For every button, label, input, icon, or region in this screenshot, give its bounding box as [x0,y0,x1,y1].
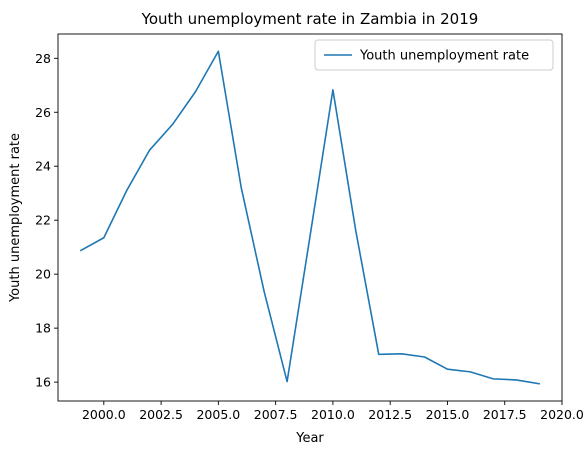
x-tick-label: 2020.0 [540,407,584,422]
legend: Youth unemployment rate [314,39,554,71]
chart-title: Youth unemployment rate in Zambia in 201… [141,10,479,28]
x-axis-label: Year [295,431,324,446]
y-tick-label: 22 [35,213,51,228]
y-tick-label: 16 [35,375,51,390]
y-tick-label: 26 [35,105,51,120]
y-axis-label: Youth unemployment rate [8,133,23,303]
x-tick-label: 2005.0 [196,407,240,422]
plot-frame [57,33,563,402]
x-tick-label: 2007.5 [254,407,298,422]
plot-layer: 2000.0 2002.5 2005.0 2007.5 2010.0 2012.5 2015… [35,33,584,422]
x-tick-label: 2017.5 [483,407,527,422]
x-tick-label: 2002.5 [139,407,183,422]
legend-label: Youth unemployment rate [359,49,529,64]
y-tick-label: 28 [35,51,51,66]
x-tick-label: 2012.5 [368,407,412,422]
legend-box [314,39,554,71]
x-tick-label: 2000.0 [82,407,126,422]
y-tick-label: 18 [35,321,51,336]
y-tick-label: 20 [35,267,51,282]
y-axis-label-group: Youth unemployment rate [8,133,23,303]
y-tick-label: 24 [35,159,51,174]
x-tick-label: 2015.0 [426,407,470,422]
series-line-0 [79,50,541,385]
x-tick-label: 2010.0 [311,407,355,422]
